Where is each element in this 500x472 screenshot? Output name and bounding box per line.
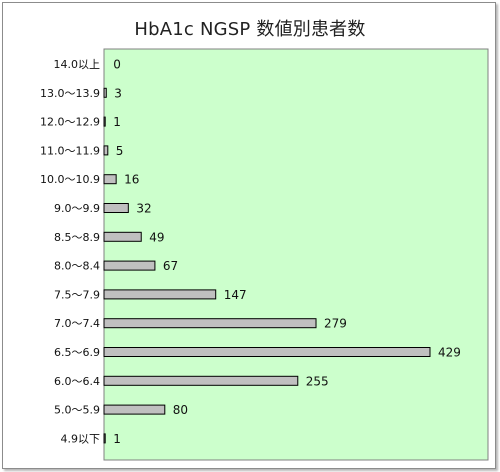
bar: [103, 260, 156, 271]
category-label: 9.0～9.9: [54, 202, 100, 215]
category-label: 7.0～7.4: [54, 317, 100, 330]
data-label: 16: [124, 173, 139, 187]
category-label: 6.5～6.9: [54, 346, 100, 359]
category-label: 12.0～12.9: [40, 116, 100, 129]
bar: [103, 404, 166, 415]
chart-title: HbA1c NGSP 数値別患者数: [134, 19, 366, 40]
data-label: 80: [173, 403, 188, 417]
bar: [103, 347, 431, 357]
category-label: 4.9以下: [61, 432, 101, 445]
bar: [103, 116, 106, 127]
data-label: 5: [116, 144, 124, 158]
category-label: 8.0～8.4: [54, 260, 100, 273]
data-label: 32: [136, 202, 151, 216]
category-label: 5.0～5.9: [54, 404, 100, 417]
category-label: 13.0～13.9: [40, 87, 100, 100]
data-label: 279: [324, 317, 347, 331]
data-label: 429: [438, 346, 461, 360]
plot-area: [103, 48, 489, 461]
bar: [103, 318, 317, 329]
data-label: 3: [114, 86, 122, 100]
data-label: 1: [113, 432, 121, 446]
bar: [103, 87, 107, 98]
data-label: 1: [113, 115, 121, 129]
category-label: 14.0以上: [54, 58, 101, 71]
bar: [103, 375, 299, 386]
bar: [103, 433, 106, 444]
bar: [103, 174, 117, 185]
category-label: 11.0～11.9: [40, 144, 100, 157]
bar: [103, 145, 109, 156]
category-label: 7.5～7.9: [54, 288, 100, 301]
data-label: 0: [113, 58, 121, 72]
category-label: 10.0～10.9: [40, 173, 100, 186]
bar: [103, 203, 129, 213]
category-label: 8.5～8.9: [54, 231, 100, 244]
data-label: 49: [149, 230, 164, 244]
category-label: 6.0～6.4: [54, 375, 100, 388]
data-label: 147: [224, 288, 247, 302]
data-label: 255: [306, 374, 329, 388]
bar: [103, 289, 217, 300]
data-label: 67: [163, 259, 178, 273]
bar: [103, 231, 142, 242]
